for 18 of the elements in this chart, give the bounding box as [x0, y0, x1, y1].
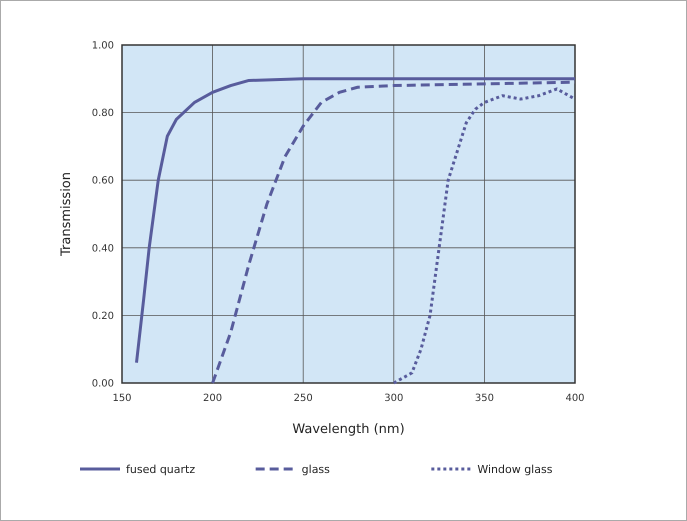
- y-tick-label: 0.40: [92, 243, 114, 254]
- x-tick-label: 250: [294, 393, 313, 404]
- line-series: [392, 87, 576, 384]
- y-tick-label: 1.00: [92, 40, 114, 52]
- x-tick-label: 200: [203, 393, 222, 404]
- legend-label: fused quartz: [126, 463, 196, 476]
- y-tick-label: 0.20: [92, 310, 114, 322]
- legend-label: Window glass: [477, 463, 553, 476]
- legend-label: glass: [302, 463, 330, 476]
- x-axis-title: Wavelength (nm): [292, 422, 405, 437]
- x-tick-label: 350: [474, 393, 494, 404]
- y-tick-label: 0.00: [92, 378, 114, 390]
- y-tick-label: 0.60: [92, 176, 114, 187]
- x-tick-label: 300: [384, 393, 404, 404]
- x-tick-label: 400: [565, 393, 585, 404]
- x-tick-label: 150: [112, 393, 132, 404]
- y-tick-label: 0.80: [92, 108, 114, 120]
- y-axis-title: Transmission: [59, 172, 74, 257]
